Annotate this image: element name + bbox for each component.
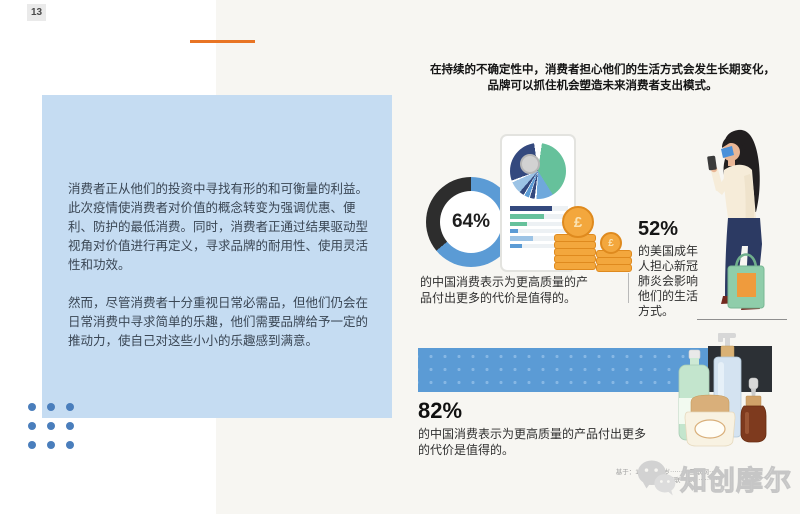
stat-52-caption: 的美国成年人担心新冠肺炎会影响他们的生活方式。 (638, 244, 699, 318)
decorative-dot-grid (28, 403, 74, 449)
source-note-line1: 基于：1000名18岁⋯⋯⋯互联网⋯⋯ (615, 469, 722, 476)
pound-coin-small-icon: £ (600, 232, 622, 254)
stat-52-block: 52% 的美国成年人担心新冠肺炎会影响他们的生活方式。 (638, 218, 704, 319)
donut-center-label: 64% (440, 191, 502, 253)
source-note: 基于：1000名18岁⋯⋯⋯互联网⋯⋯ 国互联⋯ 20⋯⋯⋯⋯ (562, 469, 722, 485)
phone-icon (707, 155, 717, 171)
pie-center-icon (520, 154, 540, 174)
section-heading: 在持续的不确定性中，消费者担心他们的生活方式会发生长期变化， 品牌可以抓住机会塑… (425, 62, 780, 94)
face-mask-icon (721, 146, 734, 158)
page-number: 13 (27, 4, 46, 21)
ground-line (697, 319, 787, 320)
wechat-icon (637, 460, 676, 496)
summary-text-panel: 消费者正从他们的投资中寻找有形的和可衡量的利益。此次疫情使消费者对价值的概念转变… (42, 95, 392, 418)
stat-52-value: 52% (638, 218, 679, 240)
bar-chart-icon (510, 206, 568, 251)
stat-64-caption: 的中国消费表示为更高质量的产品付出更多的代价是值得的。 (420, 275, 589, 305)
summary-paragraph-2: 然而，尽管消费者十分重视日常必需品，但他们仍会在日常消费中寻求简单的乐趣，他们需… (68, 296, 369, 348)
bag-handle (734, 253, 758, 269)
cosmetic-products-illustration (678, 333, 767, 447)
cream-jar-icon (684, 394, 736, 447)
watermark-label: 知创摩尔 (680, 465, 792, 496)
coins-illustration: £ £ (552, 204, 636, 272)
vertical-divider (628, 273, 629, 303)
dotted-banner (418, 348, 710, 392)
section-heading-line2: 品牌可以抓住机会塑造未来消费者支出模式。 (487, 80, 718, 92)
dropper-bottle-icon (740, 377, 767, 443)
source-note-line2: 国互联⋯ 20⋯⋯⋯⋯ (660, 477, 722, 484)
woman-shopper-illustration (707, 129, 765, 310)
pound-coin-icon: £ (562, 206, 594, 238)
stat-82-value: 82% (418, 398, 463, 423)
stat-82-caption: 的中国消费表示为更高质量的产品付出更多的代价是值得的。 (418, 427, 647, 457)
stat-82-block: 82% 的中国消费表示为更高质量的产品付出更多的代价是值得的。 (418, 398, 658, 458)
summary-paragraph-1: 消费者正从他们的投资中寻找有形的和可衡量的利益。此次疫情使消费者对价值的概念转变… (68, 182, 369, 272)
section-heading-line1: 在持续的不确定性中，消费者担心他们的生活方式会发生长期变化， (430, 64, 775, 76)
pie-chart-icon (510, 143, 566, 199)
watermark: 知创摩尔 (636, 458, 792, 498)
accent-bar (190, 40, 255, 43)
